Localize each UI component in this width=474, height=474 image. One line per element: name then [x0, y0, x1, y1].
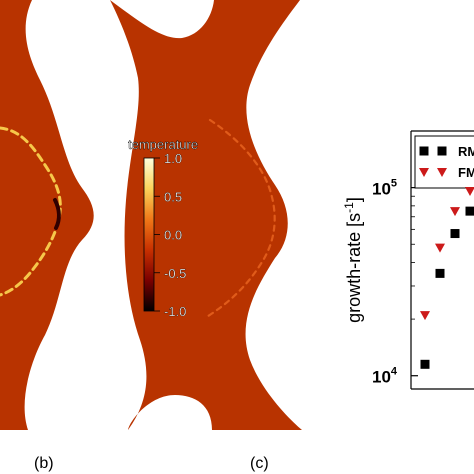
panel-label-c: (c)	[250, 455, 269, 472]
colorbar-tick-label: 0.0	[164, 228, 182, 243]
data-point-rm	[465, 206, 474, 216]
data-point-fm	[435, 243, 445, 253]
panel-c-field	[110, 0, 302, 430]
legend-marker-triangle	[419, 168, 429, 177]
legend-marker-square	[437, 146, 447, 156]
plot-ytick-label: 105	[372, 178, 397, 199]
colorbar	[143, 157, 155, 312]
plot-ylabel: growth-rate [s-1]	[342, 197, 364, 323]
panel-label-b: (b)	[34, 455, 54, 472]
plot-ytick-label: 104	[372, 366, 398, 387]
legend-marker-square	[419, 146, 429, 156]
legend-label: RM	[458, 144, 474, 159]
colorbar-tick-label: 1.0	[164, 151, 182, 166]
data-point-fm	[420, 311, 430, 321]
legend-label: FM	[458, 165, 474, 180]
data-point-fm	[450, 207, 460, 217]
legend-box	[414, 135, 474, 189]
data-point-rm	[435, 268, 445, 278]
colorbar-tick-label: -0.5	[164, 266, 186, 281]
panel-b-field	[0, 0, 94, 430]
colorbar-tick-label: 0.5	[164, 189, 182, 204]
data-point-fm	[465, 186, 474, 196]
colorbar-title: temperature	[128, 137, 198, 152]
panel-c-front	[203, 118, 276, 320]
colorbar-tick-label: -1.0	[164, 304, 186, 319]
panel-b-front-dark	[53, 198, 61, 230]
data-point-rm	[420, 359, 430, 369]
growth-rate-plot: 104 105 growth-rate [s-1] RM FM	[342, 130, 474, 390]
legend-marker-triangle	[437, 168, 447, 177]
data-point-rm	[450, 229, 460, 239]
